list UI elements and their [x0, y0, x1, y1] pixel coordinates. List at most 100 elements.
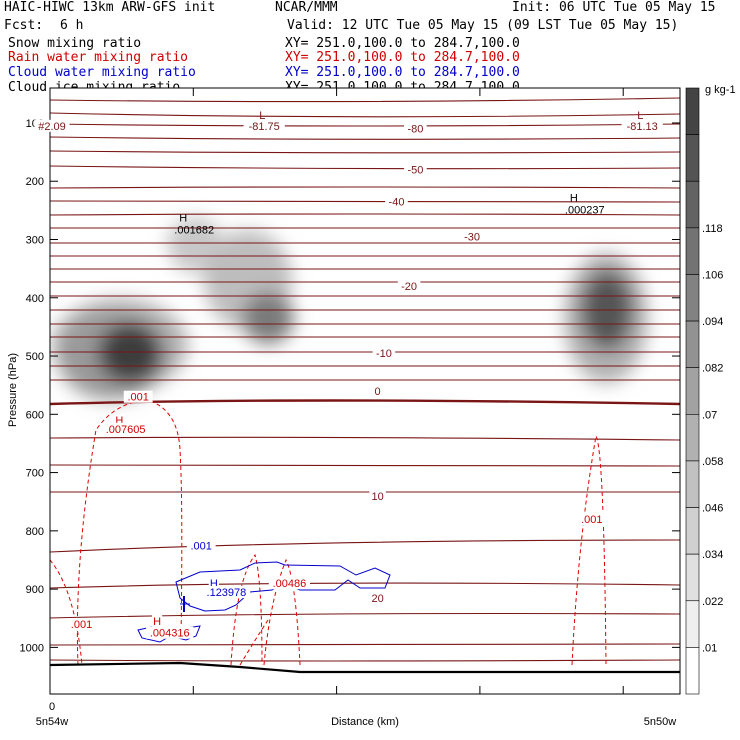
temp-label-8: 0	[375, 386, 381, 398]
temp-label-5: -30	[464, 232, 480, 244]
snow-shading	[52, 217, 648, 400]
colorbar-label-5: .07	[702, 409, 717, 421]
colorbar-label-8: .106	[702, 269, 723, 281]
y-tick-label-500: 500	[26, 351, 44, 363]
plot-frame	[49, 87, 681, 695]
x-end-label-left: 5n54w	[36, 716, 68, 728]
rain-label-bg-2	[101, 422, 150, 435]
colorbar-label-3: .046	[702, 503, 723, 515]
temp-label-6: -20	[401, 281, 417, 293]
colorbar-swatch-3	[685, 227, 700, 275]
y-tick-label-300: 300	[26, 235, 44, 247]
colorbar-swatch-8	[685, 460, 700, 508]
x-axis-title: Distance (km)	[331, 716, 399, 728]
field-xy-snow: XY= 251.0,100.0 to 284.7,100.0	[285, 36, 520, 51]
field-name-snow: Snow mixing ratio	[8, 36, 142, 51]
temp-label-0: -81.75	[249, 121, 280, 133]
y-axis-title: Pressure (hPa)	[7, 353, 19, 427]
colorbar-swatch-6	[685, 367, 700, 415]
rain-label-bg-3	[577, 513, 607, 526]
contour-labels: L-81.75L-81.13-80-50-40-30-20-1001020#2.…	[34, 110, 663, 640]
temp-label-bg-5	[460, 230, 484, 243]
rain-label-bg-6	[146, 626, 194, 639]
colorbar-label-7: .094	[702, 316, 723, 328]
x-tick-label-0: 0	[49, 701, 55, 713]
snow-max-marker-1: H	[570, 192, 578, 204]
y-tick-label-600: 600	[26, 409, 44, 421]
cloudwater-label-bg-0	[186, 539, 216, 552]
y-tick-label-1000: 1000	[20, 642, 44, 654]
temp-label-bg-4	[385, 195, 408, 208]
temp-label-1: -81.13	[627, 121, 658, 133]
colorbar-swatch-12	[685, 647, 700, 695]
colorbar-label-0: .01	[702, 642, 717, 654]
rain-label-3: .001	[581, 514, 602, 526]
cloudwater-label-1: H	[210, 578, 218, 590]
rain-contours	[50, 399, 607, 666]
colorbar-swatch-1	[685, 134, 700, 182]
temp-label-bg-8	[372, 384, 383, 397]
temp-extreme-1: L	[637, 110, 643, 122]
temp-label-bg-2	[404, 122, 427, 135]
colorbar-swatch-7	[685, 414, 700, 462]
field-name-cloud-water: Cloud water mixing ratio	[8, 65, 196, 80]
colorbar-unit: g kg-1	[705, 84, 736, 96]
temp-label-bg-0	[243, 119, 285, 132]
cloudwater-label-bg-2	[202, 585, 251, 598]
rain-label-2: .007605	[106, 424, 146, 436]
x-end-label-right: 5n50w	[644, 716, 676, 728]
snow-max-value-1: .000237	[565, 204, 605, 216]
y-tick-label-900: 900	[26, 584, 44, 596]
colorbar-label-9: .118	[702, 223, 723, 235]
y-tick-label-200: 200	[26, 176, 44, 188]
temp-label-2: -80	[407, 124, 423, 136]
cloudwater-label-bg-1	[208, 577, 219, 590]
x-axis	[49, 88, 624, 694]
snow-max-marker-0: H	[179, 213, 187, 225]
y-tick-label-800: 800	[26, 526, 44, 538]
temp-label-7: -10	[376, 348, 392, 360]
rain-label-bg-5	[152, 615, 163, 628]
temp-label-bg-1	[621, 119, 663, 132]
isotherms	[50, 97, 680, 662]
colorbar-label-2: .034	[702, 549, 723, 561]
field-xy-cloud-water: XY= 251.0,100.0 to 284.7,100.0	[285, 65, 520, 80]
rain-label-0: .001	[127, 392, 148, 404]
temp-label-3: -50	[407, 164, 423, 176]
header-valid: Valid: 12 UTC Tue 05 May 15 (09 LST Tue …	[287, 18, 679, 33]
rain-label-bg-4	[67, 617, 96, 630]
y-tick-label-400: 400	[26, 293, 44, 305]
rain-label-7: .00486	[273, 578, 307, 590]
header-model: HAIC-HIWC 13km ARW-GFS init	[4, 0, 216, 15]
temp-label-bg-10	[369, 591, 386, 604]
temp-label-9: 10	[371, 491, 383, 503]
ground-line	[49, 661, 680, 674]
field-name-rain: Rain water mixing ratio	[8, 50, 189, 65]
temp-label-bg-6	[397, 280, 421, 293]
temp-label-10: 20	[371, 593, 383, 605]
temp-label-4: -40	[389, 197, 405, 209]
colorbar: .01 .022 .034 .046 .058 .07 .082 .094 .106 .118	[685, 87, 723, 695]
rain-label-bg-1	[114, 414, 125, 427]
rain-label-6: .004316	[150, 628, 190, 640]
colorbar-swatch-2	[685, 180, 700, 229]
temp-label-bg-9	[369, 489, 386, 502]
colorbar-label-1: .022	[702, 596, 723, 608]
y-tick-label-700: 700	[26, 468, 44, 480]
colorbar-swatch-10	[685, 553, 700, 602]
colorbar-swatch-4	[685, 274, 700, 322]
colorbar-label-6: .082	[702, 363, 723, 375]
header-fcst-label: Fcst:	[4, 18, 44, 33]
field-xy-rain: XY= 251.0,100.0 to 284.7,100.0	[285, 50, 520, 65]
rain-label-bg-7	[268, 577, 310, 590]
rain-label-bg-0	[123, 390, 153, 403]
colorbar-swatch-0	[685, 87, 700, 135]
temp-label-bg-7	[372, 347, 396, 360]
header-init: Init: 06 UTC Tue 05 May 15	[512, 0, 716, 15]
colorbar-swatch-5	[685, 320, 700, 368]
snow-max-value-0: .001682	[174, 225, 214, 237]
header-fcst-value: 6 h	[60, 18, 84, 33]
temp-label-bg-11	[34, 119, 70, 132]
colorbar-label-4: .058	[702, 456, 723, 468]
